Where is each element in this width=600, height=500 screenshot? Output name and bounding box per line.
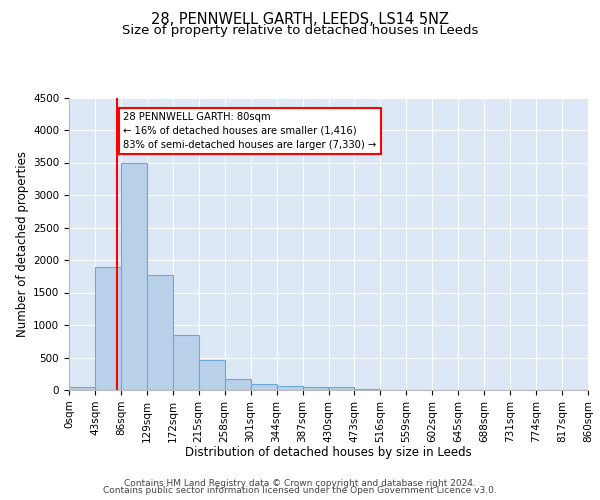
Text: 28, PENNWELL GARTH, LEEDS, LS14 5NZ: 28, PENNWELL GARTH, LEEDS, LS14 5NZ <box>151 12 449 28</box>
Bar <box>121 162 147 390</box>
Bar <box>277 386 302 390</box>
Bar <box>302 387 329 390</box>
Bar <box>224 378 251 390</box>
Bar <box>355 389 380 390</box>
Text: Size of property relative to detached houses in Leeds: Size of property relative to detached ho… <box>122 24 478 37</box>
X-axis label: Distribution of detached houses by size in Leeds: Distribution of detached houses by size … <box>185 446 472 459</box>
Bar <box>147 274 173 390</box>
Bar <box>69 387 95 390</box>
Y-axis label: Number of detached properties: Number of detached properties <box>16 151 29 337</box>
Bar <box>199 360 224 390</box>
Bar <box>173 335 199 390</box>
Text: Contains public sector information licensed under the Open Government Licence v3: Contains public sector information licen… <box>103 486 497 495</box>
Text: Contains HM Land Registry data © Crown copyright and database right 2024.: Contains HM Land Registry data © Crown c… <box>124 478 476 488</box>
Bar <box>251 384 277 390</box>
Text: 28 PENNWELL GARTH: 80sqm
← 16% of detached houses are smaller (1,416)
83% of sem: 28 PENNWELL GARTH: 80sqm ← 16% of detach… <box>124 112 377 150</box>
Bar <box>95 266 121 390</box>
Bar <box>329 388 355 390</box>
